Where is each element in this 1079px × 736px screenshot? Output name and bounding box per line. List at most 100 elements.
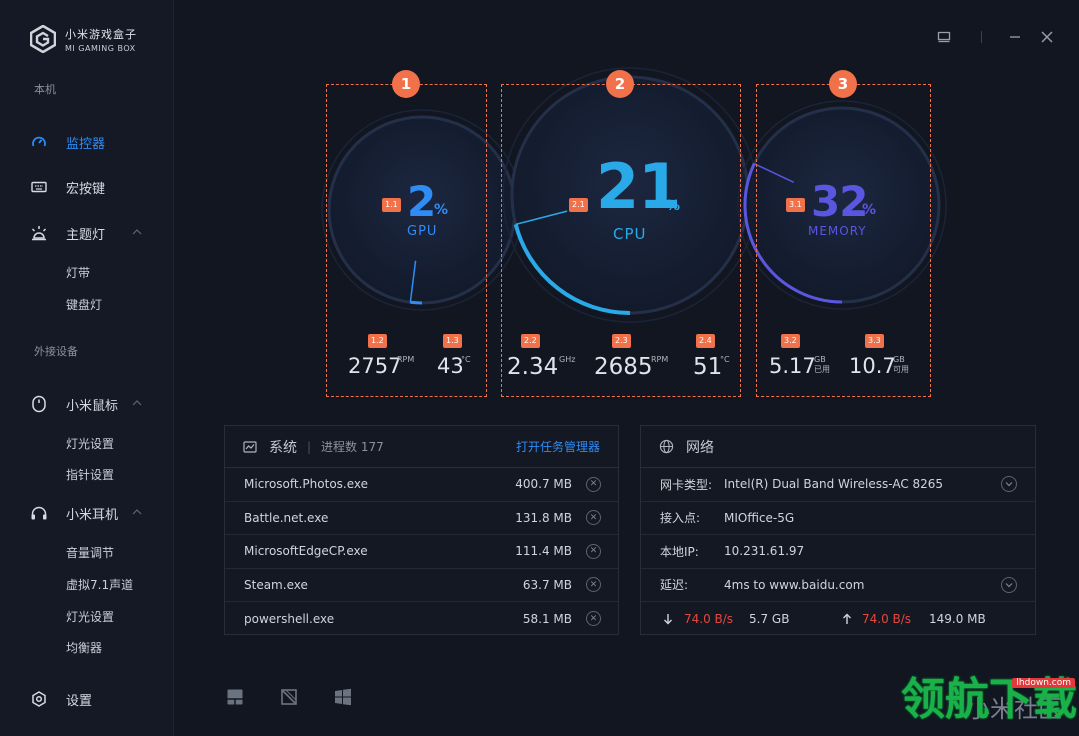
end-process-icon[interactable]: ✕ [586,577,601,593]
process-name: Microsoft.Photos.exe [244,477,369,492]
local-ip-label: 本地IP: [660,544,699,559]
cpu-needle [515,210,568,226]
globe-icon [659,439,674,454]
chevron-down-icon[interactable] [1001,476,1017,493]
process-memory: 400.7 MB [515,477,572,492]
memory-used-sub: 已用 [814,365,830,374]
nav-keyboard-light[interactable]: 键盘灯 [66,298,103,312]
watermark: 小米社区 领航下载 lhdown.com [901,672,1077,728]
table-row: MicrosoftEdgeCP.exe 111.4 MB ✕ [225,535,618,569]
adapter-value: Intel(R) Dual Band Wireless-AC 8265 [724,477,944,492]
open-task-manager-link[interactable]: 打开任务管理器 [515,440,600,454]
system-panel-header: 系统 | 进程数 177 打开任务管理器 [225,426,618,468]
nav-settings[interactable]: 设置 [30,688,155,710]
light-icon [30,224,48,242]
gauge-icon [30,133,48,151]
process-memory: 131.8 MB [515,510,572,525]
keyboard-icon [30,178,48,196]
nav-equalizer[interactable]: 均衡器 [66,641,103,655]
cpu-rpm-tag: 2.3 [612,334,631,348]
gear-icon [30,690,48,708]
sidebar: 小米游戏盒子 MI GAMING BOX 本机 监控器 宏按键 主题灯 灯带 键… [0,0,174,736]
table-row: Microsoft.Photos.exe 400.7 MB ✕ [225,468,618,502]
nav-macro[interactable]: 宏按键 [30,176,155,198]
nav-mouse-light[interactable]: 灯光设置 [66,437,115,451]
cpu-usage-tag: 2.1 [569,198,588,212]
app-logo: 小米游戏盒子 MI GAMING BOX [30,25,137,53]
nav-headset-label: 小米耳机 [66,507,119,523]
end-process-icon[interactable]: ✕ [586,611,601,627]
cpu-usage-unit: % [666,198,681,214]
memory-used: 5.17 [769,354,816,378]
nav-theme-light-label: 主题灯 [66,227,106,243]
download-arrow-icon [664,613,672,625]
chevron-down-icon[interactable] [1001,576,1017,593]
gpu-annotation-box [326,84,487,397]
chevron-up-icon[interactable] [131,398,143,408]
watermark-url: lhdown.com [1012,678,1075,688]
cpu-freq-tag: 2.2 [521,334,540,348]
cpu-fan-rpm: 2685 [594,354,653,380]
nav-theme-light[interactable]: 主题灯 [30,222,155,244]
cpu-temperature-unit: °C [720,355,730,364]
local-ip-value: 10.231.61.97 [724,544,805,559]
access-point-row: 接入点: MIOffice-5G [641,502,1035,535]
process-count: 进程数 177 [321,440,384,454]
app-name-cn: 小米游戏盒子 [65,27,137,41]
gpu-fan-rpm-unit: RPM [397,355,415,364]
cpu-temp-tag: 2.4 [696,334,715,348]
access-point-label: 接入点: [660,511,701,526]
minimize-icon [1010,36,1020,38]
gpu-needle [409,260,417,303]
memory-usage-value: 32 [811,177,868,226]
gpu-rpm-tag: 1.2 [368,334,387,348]
nav-headset-light[interactable]: 灯光设置 [66,610,115,624]
section-external-label: 外接设备 [34,345,78,358]
nav-monitor-label: 监控器 [66,136,106,152]
network-title: 网络 [686,439,714,456]
memory-available: 10.7 [849,354,896,378]
nav-light-strip[interactable]: 灯带 [66,266,91,280]
memory-free-tag: 3.3 [865,334,884,348]
nav-mouse-pointer[interactable]: 指针设置 [66,468,115,482]
mouse-icon [30,395,48,413]
gpu-usage-tag: 1.1 [382,198,401,212]
table-row: Steam.exe 63.7 MB ✕ [225,569,618,602]
gpu-temp-tag: 1.3 [443,334,462,348]
nav-virtual71[interactable]: 虚拟7.1声道 [66,578,134,592]
end-process-icon[interactable]: ✕ [586,543,601,559]
memory-usage-arc [743,163,843,304]
chevron-up-icon[interactable] [131,507,143,517]
download-speed: 74.0 B/s [684,611,734,626]
memory-usage-tag: 3.1 [786,198,805,212]
network-panel: 网络 网卡类型: Intel(R) Dual Band Wireless-AC … [640,425,1036,635]
nav-volume[interactable]: 音量调节 [66,546,115,560]
end-process-icon[interactable]: ✕ [586,476,601,492]
process-name: powershell.exe [244,611,335,626]
nav-monitor[interactable]: 监控器 [30,131,155,153]
process-memory: 63.7 MB [522,577,572,592]
gpu-usage-value: 2 [407,177,436,226]
process-memory: 111.4 MB [515,544,572,559]
chevron-up-icon[interactable] [131,227,143,237]
gpu-temperature-unit: °C [461,355,471,364]
close-button[interactable] [1038,28,1056,46]
nav-mouse[interactable]: 小米鼠标 [30,393,155,415]
windows-logo-icon[interactable] [334,688,352,706]
adapter-label: 网卡类型: [660,477,713,492]
miniview-button[interactable] [935,28,953,46]
minimize-button[interactable] [1006,28,1024,46]
window-mode-icon[interactable] [226,688,244,706]
nav-headset[interactable]: 小米耳机 [30,502,155,524]
section-local-label: 本机 [34,83,56,96]
gpu-usage-arc [410,300,423,305]
screen-off-icon[interactable] [280,688,298,706]
table-row: powershell.exe 58.1 MB ✕ [225,602,618,636]
end-process-icon[interactable]: ✕ [586,510,601,526]
memory-available-sub: 可用 [893,365,909,374]
gauges-canvas [321,67,947,323]
nav-macro-label: 宏按键 [66,181,106,197]
title-divider [981,31,982,43]
memory-gauge-outer-ring [737,100,947,310]
memory-available-unit: GB [893,355,905,364]
